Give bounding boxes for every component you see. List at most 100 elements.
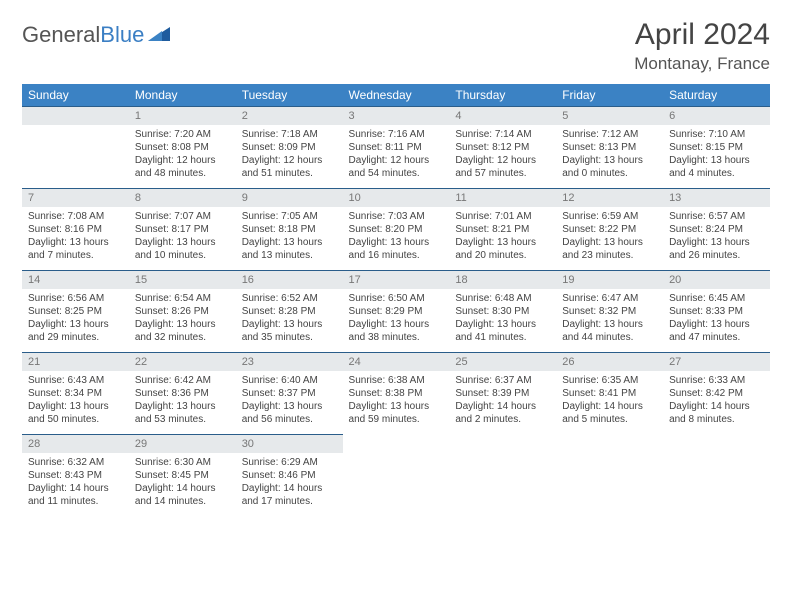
month-title: April 2024 [634, 18, 770, 52]
day-body: Sunrise: 6:30 AMSunset: 8:45 PMDaylight:… [129, 453, 236, 512]
calendar-day-cell: 6Sunrise: 7:10 AMSunset: 8:15 PMDaylight… [663, 106, 770, 188]
sunset-text: Sunset: 8:46 PM [242, 469, 337, 482]
day-number: 2 [236, 106, 343, 125]
day-body: Sunrise: 6:48 AMSunset: 8:30 PMDaylight:… [449, 289, 556, 348]
calendar-day-cell: 25 Sunrise: 6:37 AMSunset: 8:39 PMDayligh… [449, 352, 556, 434]
day-body: Sunrise: 6:59 AMSunset: 8:22 PMDaylight:… [556, 207, 663, 266]
calendar-day-cell: 1Sunrise: 7:20 AMSunset: 8:08 PMDaylight… [129, 106, 236, 188]
calendar-week-row: 14Sunrise: 6:56 AMSunset: 8:25 PMDayligh… [22, 270, 770, 352]
logo-word2: Blue [100, 22, 144, 47]
sunrise-text: Sunrise: 6:47 AM [562, 292, 657, 305]
calendar-day-cell: 29Sunrise: 6:30 AMSunset: 8:45 PMDayligh… [129, 434, 236, 516]
sunset-text: Sunset: 8:17 PM [135, 223, 230, 236]
day-number: 1 [129, 106, 236, 125]
sunset-text: Sunset: 8:43 PM [28, 469, 123, 482]
day-number: 19 [556, 270, 663, 289]
daylight-line1: Daylight: 14 hours [455, 400, 550, 413]
daylight-line1: Daylight: 13 hours [242, 236, 337, 249]
sunrise-text: Sunrise: 6:42 AM [135, 374, 230, 387]
day-body: Sunrise: 7:16 AMSunset: 8:11 PMDaylight:… [343, 125, 450, 184]
day-number: 3 [343, 106, 450, 125]
daylight-line2: and 11 minutes. [28, 495, 123, 508]
logo: GeneralBlue [22, 22, 170, 48]
sunrise-text: Sunrise: 6:56 AM [28, 292, 123, 305]
day-body: Sunrise: 6:40 AMSunset: 8:37 PMDaylight:… [236, 371, 343, 430]
day-body: Sunrise: 6:56 AMSunset: 8:25 PMDaylight:… [22, 289, 129, 348]
sunset-text: Sunset: 8:12 PM [455, 141, 550, 154]
weekday-header: Sunday [22, 84, 129, 106]
day-body: Sunrise: 7:10 AMSunset: 8:15 PMDaylight:… [663, 125, 770, 184]
daylight-line2: and 20 minutes. [455, 249, 550, 262]
calendar-day-cell: 12Sunrise: 6:59 AMSunset: 8:22 PMDayligh… [556, 188, 663, 270]
daylight-line1: Daylight: 13 hours [455, 236, 550, 249]
sunset-text: Sunset: 8:30 PM [455, 305, 550, 318]
sunrise-text: Sunrise: 6:35 AM [562, 374, 657, 387]
daylight-line1: Daylight: 12 hours [349, 154, 444, 167]
day-number: 27 [663, 352, 770, 371]
day-number: 25 [449, 352, 556, 371]
daylight-line1: Daylight: 13 hours [669, 318, 764, 331]
day-body: Sunrise: 6:38 AMSunset: 8:38 PMDaylight:… [343, 371, 450, 430]
day-number: 4 [449, 106, 556, 125]
daylight-line1: Daylight: 13 hours [349, 236, 444, 249]
day-number: 11 [449, 188, 556, 207]
calendar-day-cell: 18Sunrise: 6:48 AMSunset: 8:30 PMDayligh… [449, 270, 556, 352]
sunrise-text: Sunrise: 6:57 AM [669, 210, 764, 223]
sunrise-text: Sunrise: 6:29 AM [242, 456, 337, 469]
sunset-text: Sunset: 8:26 PM [135, 305, 230, 318]
sunrise-text: Sunrise: 6:32 AM [28, 456, 123, 469]
sunrise-text: Sunrise: 7:16 AM [349, 128, 444, 141]
day-body [22, 125, 129, 132]
calendar-day-cell: 14Sunrise: 6:56 AMSunset: 8:25 PMDayligh… [22, 270, 129, 352]
sunrise-text: Sunrise: 6:33 AM [669, 374, 764, 387]
day-body: Sunrise: 6:47 AMSunset: 8:32 PMDaylight:… [556, 289, 663, 348]
daylight-line1: Daylight: 13 hours [28, 400, 123, 413]
day-number: 28 [22, 434, 129, 453]
daylight-line2: and 8 minutes. [669, 413, 764, 426]
day-body: Sunrise: 6:35 AMSunset: 8:41 PMDaylight:… [556, 371, 663, 430]
daylight-line2: and 17 minutes. [242, 495, 337, 508]
title-block: April 2024 Montanay, France [634, 18, 770, 74]
sunrise-text: Sunrise: 7:03 AM [349, 210, 444, 223]
daylight-line2: and 53 minutes. [135, 413, 230, 426]
day-number: 12 [556, 188, 663, 207]
daylight-line1: Daylight: 13 hours [349, 400, 444, 413]
day-number: 23 [236, 352, 343, 371]
calendar-day-cell: 23Sunrise: 6:40 AMSunset: 8:37 PMDayligh… [236, 352, 343, 434]
weekday-header: Tuesday [236, 84, 343, 106]
sunset-text: Sunset: 8:15 PM [669, 141, 764, 154]
day-number: 10 [343, 188, 450, 207]
sunrise-text: Sunrise: 6:37 AM [455, 374, 550, 387]
calendar-day-cell: 17Sunrise: 6:50 AMSunset: 8:29 PMDayligh… [343, 270, 450, 352]
sunset-text: Sunset: 8:34 PM [28, 387, 123, 400]
daylight-line2: and 44 minutes. [562, 331, 657, 344]
sunrise-text: Sunrise: 6:48 AM [455, 292, 550, 305]
calendar-day-cell [343, 434, 450, 516]
daylight-line2: and 50 minutes. [28, 413, 123, 426]
day-number: 18 [449, 270, 556, 289]
daylight-line2: and 26 minutes. [669, 249, 764, 262]
daylight-line1: Daylight: 13 hours [135, 318, 230, 331]
daylight-line2: and 4 minutes. [669, 167, 764, 180]
sunset-text: Sunset: 8:39 PM [455, 387, 550, 400]
daylight-line1: Daylight: 12 hours [455, 154, 550, 167]
daylight-line1: Daylight: 13 hours [135, 400, 230, 413]
logo-word1: General [22, 22, 100, 47]
day-body: Sunrise: 7:08 AMSunset: 8:16 PMDaylight:… [22, 207, 129, 266]
sunrise-text: Sunrise: 7:08 AM [28, 210, 123, 223]
daylight-line2: and 10 minutes. [135, 249, 230, 262]
daylight-line2: and 5 minutes. [562, 413, 657, 426]
sunset-text: Sunset: 8:09 PM [242, 141, 337, 154]
header: GeneralBlue April 2024 Montanay, France [22, 18, 770, 74]
daylight-line1: Daylight: 13 hours [669, 236, 764, 249]
sunset-text: Sunset: 8:22 PM [562, 223, 657, 236]
sunset-text: Sunset: 8:11 PM [349, 141, 444, 154]
day-number: 13 [663, 188, 770, 207]
calendar-day-cell: 24Sunrise: 6:38 AMSunset: 8:38 PMDayligh… [343, 352, 450, 434]
day-body: Sunrise: 7:12 AMSunset: 8:13 PMDaylight:… [556, 125, 663, 184]
sunset-text: Sunset: 8:18 PM [242, 223, 337, 236]
calendar-table: SundayMondayTuesdayWednesdayThursdayFrid… [22, 84, 770, 516]
sunset-text: Sunset: 8:38 PM [349, 387, 444, 400]
day-number: 26 [556, 352, 663, 371]
calendar-day-cell: 13Sunrise: 6:57 AMSunset: 8:24 PMDayligh… [663, 188, 770, 270]
